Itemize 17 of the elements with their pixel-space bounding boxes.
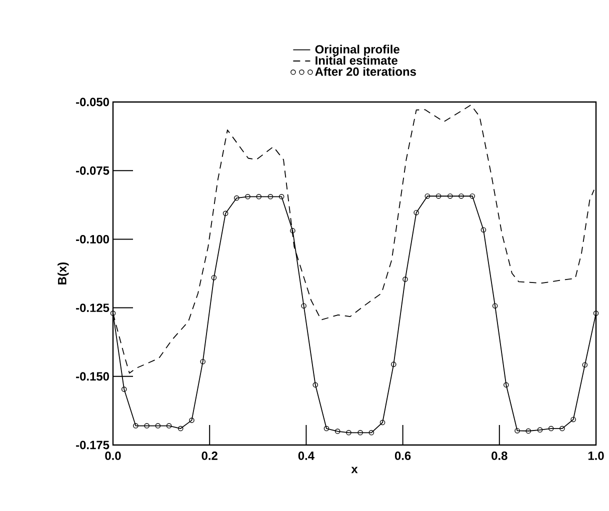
y-tick-label: -0.075 [76, 166, 110, 175]
legend-label: Initial estimate [316, 56, 398, 65]
y-tick-label: -0.175 [76, 440, 110, 450]
x-tick-label: 0.4 [298, 452, 314, 460]
legend-label: After 20 iterations [315, 67, 416, 76]
x-axis-title: x [351, 466, 358, 474]
y-tick-label: -0.150 [76, 372, 109, 381]
x-tick-label: 0.0 [105, 452, 121, 460]
x-tick-label: 0.6 [394, 452, 411, 460]
legend-label: Original profile [315, 44, 400, 56]
y-axis-title: B(x) [58, 262, 69, 284]
y-tick-label: -0.050 [76, 98, 109, 106]
x-tick-label: 0.8 [492, 452, 508, 460]
x-tick-label: 1.0 [588, 452, 604, 460]
y-tick-label: -0.100 [76, 234, 109, 244]
y-tick-label: -0.125 [76, 304, 110, 312]
x-tick-label: 0.2 [202, 452, 218, 460]
